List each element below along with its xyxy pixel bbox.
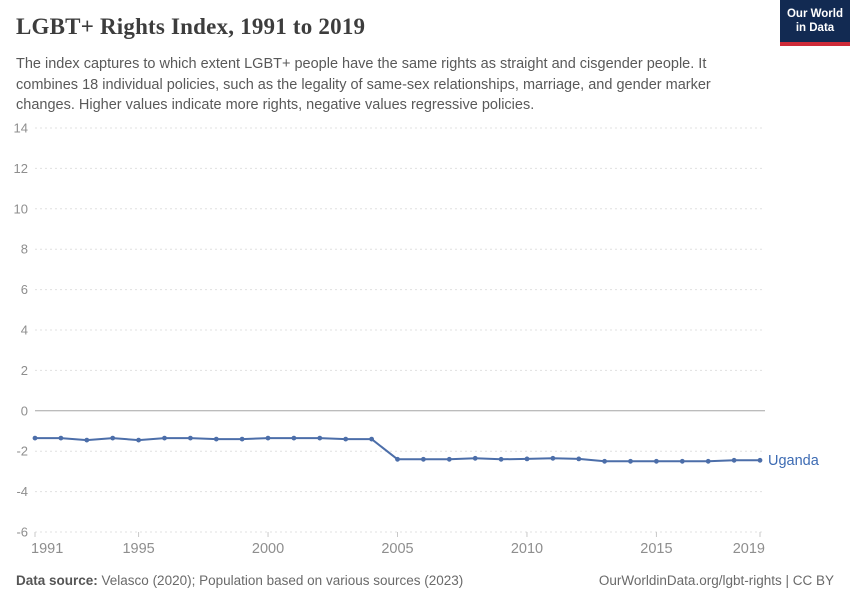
data-source-label: Data source: — [16, 573, 98, 588]
series-point — [188, 435, 193, 441]
y-axis-tick-label: 14 — [14, 121, 28, 136]
series-point — [757, 457, 763, 463]
x-axis-tick-label: 2005 — [381, 541, 413, 557]
y-axis-tick-label: 2 — [21, 363, 28, 378]
y-axis-tick-label: 4 — [21, 323, 28, 338]
series-point — [705, 458, 711, 464]
series-point — [395, 456, 400, 462]
series-point — [369, 436, 374, 442]
series-point — [679, 458, 685, 464]
y-axis-tick-label: 8 — [21, 242, 28, 257]
x-axis-tick-label: 1991 — [31, 541, 63, 557]
owid-logo-line1: Our World — [786, 8, 843, 20]
chart-footer: Data source: Velasco (2020); Population … — [16, 573, 834, 588]
y-axis-tick-label: -6 — [16, 525, 28, 540]
x-axis-tick-label: 2019 — [733, 541, 765, 557]
series-point — [110, 435, 116, 441]
owid-logo: Our World in Data — [780, 0, 850, 46]
series-point — [628, 458, 633, 464]
series-point — [239, 436, 245, 442]
series-end-label: Uganda — [768, 453, 820, 469]
series-point — [576, 456, 582, 462]
series-point — [654, 458, 659, 464]
series-point — [84, 437, 90, 443]
series-point — [550, 455, 556, 461]
credit-link[interactable]: OurWorldinData.org/lgbt-rights | CC BY — [598, 573, 834, 588]
series-point — [58, 435, 64, 441]
x-axis-tick-label: 2000 — [252, 541, 284, 557]
series-point — [446, 456, 452, 462]
series-point — [498, 456, 504, 462]
series-point — [213, 436, 219, 442]
series-point — [136, 437, 142, 443]
y-axis-tick-label: -4 — [16, 484, 28, 499]
y-axis-tick-label: -2 — [16, 444, 28, 459]
series-point — [317, 435, 323, 441]
series-point — [265, 435, 271, 441]
x-axis-tick-label: 2010 — [511, 541, 543, 557]
page-title: LGBT+ Rights Index, 1991 to 2019 — [16, 14, 366, 39]
series-point — [162, 435, 167, 441]
series-point — [731, 457, 737, 463]
series-point — [524, 456, 530, 462]
series-point — [421, 456, 426, 462]
data-source-text: Velasco (2020); Population based on vari… — [97, 573, 464, 588]
y-axis-tick-label: 12 — [14, 161, 28, 176]
chart-subtitle: The index captures to which extent LGBT+… — [16, 56, 711, 114]
series-point — [602, 458, 607, 464]
y-axis-tick-label: 6 — [21, 282, 28, 297]
series-point — [32, 435, 38, 441]
series-point — [472, 455, 478, 461]
chart-header: LGBT+ Rights Index, 1991 to 2019 The ind… — [16, 14, 834, 116]
owid-logo-line2: in Data — [795, 22, 835, 35]
y-axis-tick-label: 10 — [14, 201, 28, 216]
series-point — [291, 435, 297, 441]
data-source-note: Data source: Velasco (2020); Population … — [16, 573, 463, 588]
x-axis-tick-label: 2015 — [640, 541, 672, 557]
y-axis-tick-label: 0 — [21, 403, 28, 418]
x-axis-tick-label: 1995 — [122, 541, 154, 557]
series-point — [343, 436, 349, 442]
